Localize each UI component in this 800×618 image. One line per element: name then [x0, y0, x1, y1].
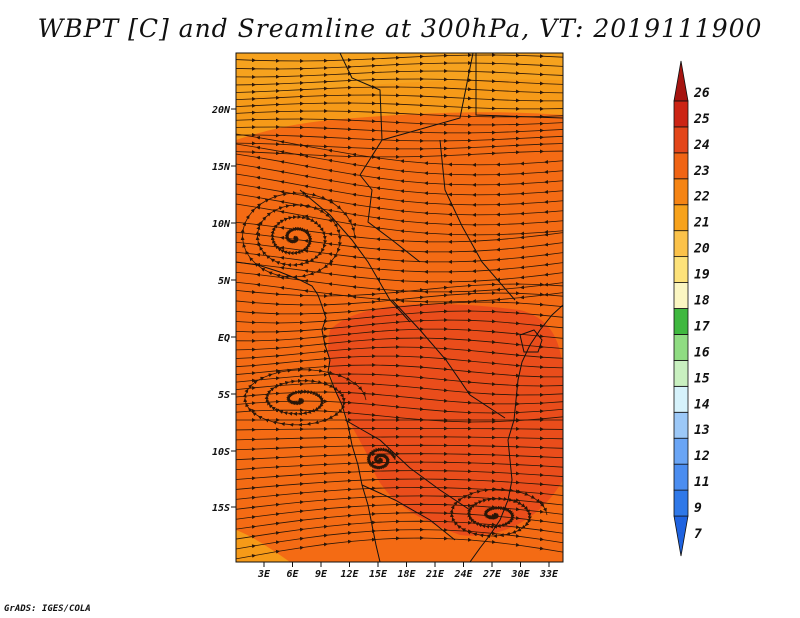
colorbar-swatch	[673, 204, 689, 232]
colorbar-label: 14	[694, 397, 710, 412]
lon-tick-label: 27E	[482, 569, 502, 580]
colorbar-swatch	[673, 359, 689, 387]
border-6	[391, 299, 506, 419]
colorbar-label: 24	[693, 138, 710, 153]
coastlines-and-borders	[236, 53, 563, 562]
lat-tick-label: 10S	[212, 447, 230, 458]
streamline	[236, 443, 563, 452]
colorbar-swatch	[673, 463, 689, 491]
streamline	[366, 447, 396, 470]
streamline	[236, 76, 563, 87]
border-9	[475, 53, 563, 119]
lat-tick-label: 5S	[218, 390, 230, 401]
streamline	[236, 426, 563, 432]
coastline-east-africa	[469, 304, 563, 562]
lake-victoria	[519, 329, 543, 353]
colorbar-label: 15	[694, 371, 710, 386]
lon-tick-label: 33E	[539, 569, 559, 580]
streamline	[449, 487, 548, 539]
colorbar-label: 9	[694, 501, 702, 516]
lon-tick-label: 21E	[425, 569, 445, 580]
streamline	[236, 92, 563, 103]
colorbar-swatch	[673, 385, 689, 413]
colorbar-label: 22	[693, 190, 710, 205]
colorbar-label: 17	[694, 319, 710, 334]
colorbar-swatch	[673, 489, 689, 517]
border-1	[339, 53, 383, 176]
lat-tick-label: 10N	[212, 219, 231, 230]
streamline	[236, 68, 563, 80]
colorbar-label: 21	[693, 216, 710, 231]
colorbar-label: 25	[693, 112, 710, 127]
colorbar-swatch	[673, 60, 689, 102]
colorbar-swatch	[673, 515, 689, 557]
streamline	[236, 124, 563, 135]
colorbar-label: 20	[693, 242, 710, 257]
colorbar-label: 12	[694, 449, 710, 464]
colorbar-swatch	[673, 230, 689, 258]
border-4	[439, 139, 516, 301]
colorbar-label: 13	[694, 423, 710, 438]
colorbar-label: 18	[694, 294, 710, 309]
footer-credit: GrADS: IGES/COLA	[4, 604, 91, 614]
border-8	[361, 484, 456, 541]
colorbar-swatch	[673, 411, 689, 439]
lat-tick-label: 15N	[212, 162, 231, 173]
colorbar: 7 9 11 12 13 14 15 16 17 18 19 20 21 22 23 24 25 26	[673, 60, 710, 557]
streamline	[236, 84, 563, 95]
colorbar-label: 11	[694, 475, 710, 490]
lon-tick-label: 9E	[315, 569, 328, 580]
streamline	[236, 476, 563, 490]
lon-tick-label: 12E	[340, 569, 359, 580]
colorbar-swatch	[673, 256, 689, 283]
colorbar-label: 19	[694, 268, 710, 283]
border-7	[344, 419, 471, 511]
colorbar-swatch	[673, 152, 689, 180]
map-title: WBPT [C] and Sreamline at 300hPa, VT: 20…	[37, 14, 763, 43]
lon-tick-label: 30E	[510, 569, 530, 580]
colorbar-swatch	[673, 178, 689, 206]
lon-tick-label: 3E	[257, 569, 271, 580]
colorbar-swatch	[673, 308, 689, 335]
streamline	[236, 116, 563, 127]
coastline-west-africa	[236, 261, 381, 562]
lat-tick-label: 5N	[218, 276, 231, 287]
colorbar-label: 16	[694, 345, 710, 360]
lon-tick-label: 18E	[397, 569, 416, 580]
streamline	[236, 108, 563, 119]
lon-tick-label: 24E	[453, 569, 473, 580]
border-5	[299, 189, 411, 323]
colorbar-swatch	[673, 437, 689, 465]
streamline	[236, 60, 563, 72]
map-frame	[235, 52, 564, 563]
colorbar-swatch	[673, 334, 689, 361]
streamline	[236, 434, 563, 442]
lon-tick-label: 15E	[369, 569, 388, 580]
streamline	[240, 191, 356, 279]
lon-tick-label: 6E	[286, 569, 299, 580]
map-panel	[236, 53, 563, 562]
colorbar-label: 23	[693, 164, 710, 179]
streamline	[236, 535, 563, 560]
streamline	[242, 367, 367, 427]
colorbar-swatch	[673, 126, 689, 154]
streamline	[236, 468, 563, 481]
streamline	[236, 53, 563, 64]
border-2	[381, 53, 474, 141]
colorbar-swatch	[673, 282, 689, 309]
lat-tick-label: EQ	[218, 333, 230, 344]
lat-tick-label: 20N	[211, 105, 231, 116]
border-3	[359, 174, 421, 263]
streamline	[236, 100, 563, 111]
colorbar-label: 7	[694, 527, 702, 542]
axis-ticks: 20N 15N 10N 5N EQ 5S 10S 15S 3E 6E 9E 12E 15E 18E 21E 2…	[211, 105, 559, 580]
lat-tick-label: 15S	[212, 503, 230, 514]
colorbar-label: 26	[693, 86, 710, 101]
colorbar-swatch	[673, 100, 689, 128]
